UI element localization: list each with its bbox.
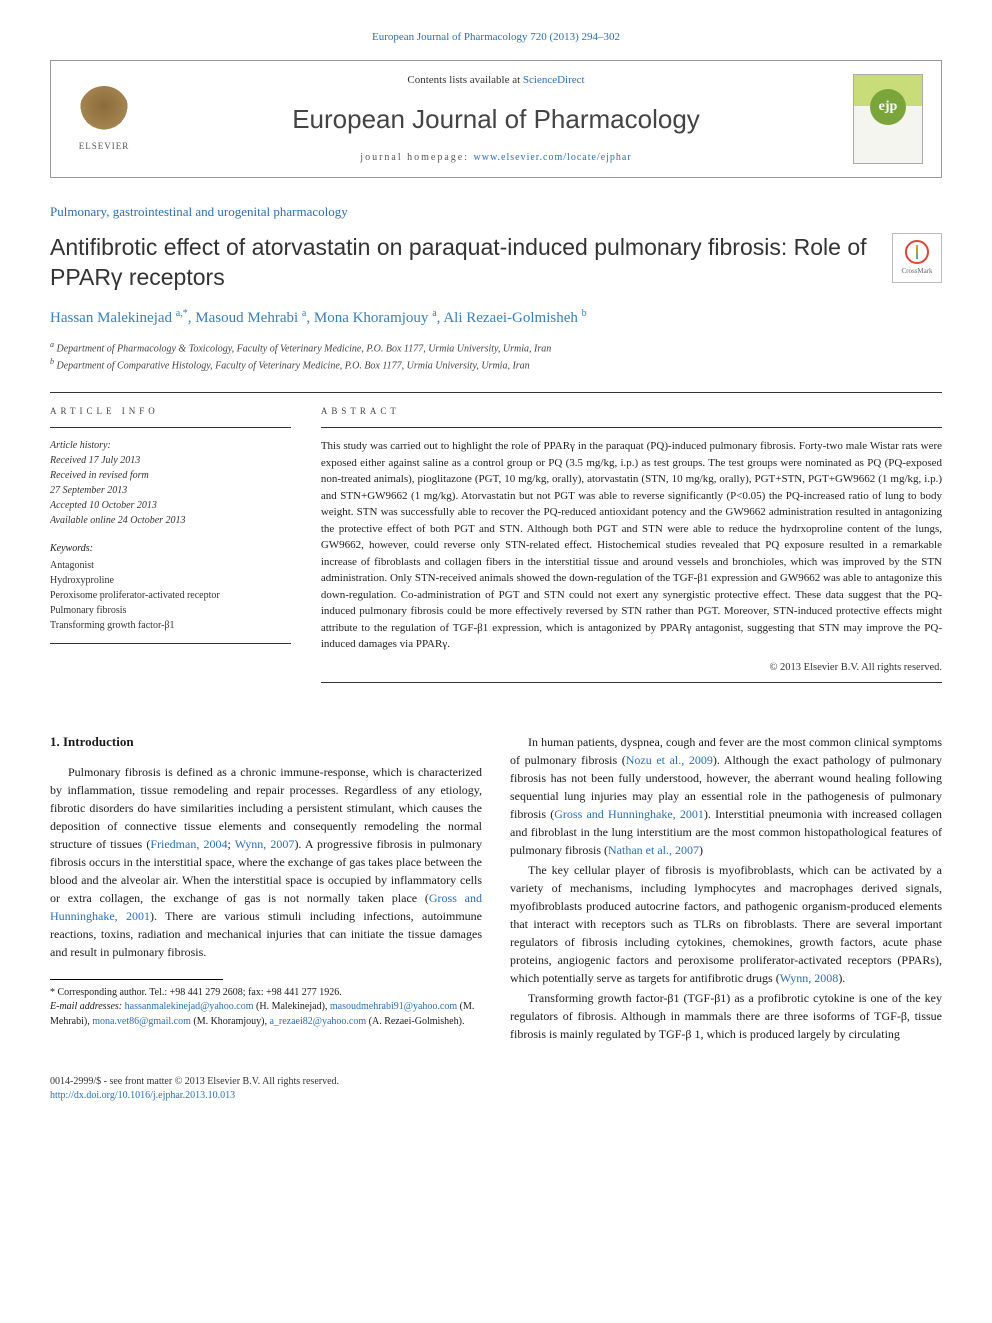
cite-friedman-2004[interactable]: Friedman, 2004 [150, 837, 227, 851]
elsevier-label: ELSEVIER [79, 140, 130, 153]
email-label: E-mail addresses: [50, 1001, 125, 1012]
rule-top [50, 392, 942, 393]
footnotes: * Corresponding author. Tel.: +98 441 27… [50, 986, 482, 1030]
cite-wynn-2007[interactable]: Wynn, 2007 [235, 837, 295, 851]
journal-cover-thumb: ejp [853, 74, 923, 164]
article-title: Antifibrotic effect of atorvastatin on p… [50, 233, 872, 293]
crossmark-label: CrossMark [901, 267, 932, 277]
elsevier-tree-icon [79, 86, 129, 136]
contents-prefix: Contents lists available at [407, 74, 522, 86]
keyword: Transforming growth factor-β1 [50, 618, 291, 633]
keyword: Pulmonary fibrosis [50, 603, 291, 618]
citation-header: European Journal of Pharmacology 720 (20… [50, 30, 942, 45]
article-history: Article history: Received 17 July 2013 R… [50, 438, 291, 528]
cover-text [886, 75, 890, 79]
history-received: Received 17 July 2013 [50, 453, 291, 468]
history-accepted: Accepted 10 October 2013 [50, 498, 291, 513]
history-label: Article history: [50, 438, 291, 453]
abstract-heading: ABSTRACT [321, 405, 942, 418]
cite-gross-2001b[interactable]: Gross and Hunninghake, 2001 [554, 807, 704, 821]
info-rule [50, 427, 291, 428]
keyword: Hydroxyproline [50, 573, 291, 588]
affiliation-a: a Department of Pharmacology & Toxicolog… [50, 339, 942, 356]
cover-circle-icon: ejp [870, 89, 906, 125]
keywords-list: Antagonist Hydroxyproline Peroxisome pro… [50, 558, 291, 633]
author-list: Hassan Malekinejad a,*, Masoud Mehrabi a… [50, 307, 942, 329]
journal-header-box: ELSEVIER Contents lists available at Sci… [50, 60, 942, 178]
crossmark-badge[interactable]: CrossMark [892, 233, 942, 283]
abstract-bottom-rule [321, 682, 942, 683]
footer-left: 0014-2999/$ - see front matter © 2013 El… [50, 1075, 339, 1103]
cite-nathan-2007[interactable]: Nathan et al., 2007 [608, 843, 699, 857]
intro-para-3: The key cellular player of fibrosis is m… [510, 861, 942, 987]
footer-bar: 0014-2999/$ - see front matter © 2013 El… [50, 1075, 942, 1103]
intro-heading: 1. Introduction [50, 733, 482, 751]
keyword: Peroxisome proliferator-activated recept… [50, 588, 291, 603]
affiliation-b: b Department of Comparative Histology, F… [50, 356, 942, 373]
article-info-heading: ARTICLE INFO [50, 405, 291, 418]
keyword: Antagonist [50, 558, 291, 573]
email-link[interactable]: mona.vet86@gmail.com [92, 1016, 191, 1027]
homepage-prefix: journal homepage: [360, 152, 473, 163]
corresponding-author: * Corresponding author. Tel.: +98 441 27… [50, 986, 482, 1001]
intro-para-1: Pulmonary fibrosis is defined as a chron… [50, 763, 482, 961]
homepage-line: journal homepage: www.elsevier.com/locat… [139, 151, 853, 165]
footnote-separator [50, 979, 223, 980]
crossmark-icon [905, 240, 929, 264]
journal-name: European Journal of Pharmacology [139, 101, 853, 137]
cite-wynn-2008[interactable]: Wynn, 2008 [780, 971, 839, 985]
abstract-text: This study was carried out to highlight … [321, 438, 942, 653]
email-link[interactable]: a_rezaei82@yahoo.com [269, 1016, 366, 1027]
abstract-rule [321, 427, 942, 428]
sciencedirect-link[interactable]: ScienceDirect [523, 74, 585, 86]
intro-para-2: In human patients, dyspnea, cough and fe… [510, 733, 942, 859]
issn-line: 0014-2999/$ - see front matter © 2013 El… [50, 1075, 339, 1089]
doi-link[interactable]: http://dx.doi.org/10.1016/j.ejphar.2013.… [50, 1090, 235, 1101]
cite-nozu-2009[interactable]: Nozu et al., 2009 [626, 753, 713, 767]
email-link[interactable]: hassanmalekinejad@yahoo.com [125, 1001, 254, 1012]
info-bottom-rule [50, 643, 291, 644]
affiliations: a Department of Pharmacology & Toxicolog… [50, 339, 942, 374]
keywords-label: Keywords: [50, 542, 291, 556]
history-online: Available online 24 October 2013 [50, 513, 291, 528]
copyright-line: © 2013 Elsevier B.V. All rights reserved… [321, 661, 942, 676]
intro-para-4: Transforming growth factor-β1 (TGF-β1) a… [510, 989, 942, 1043]
homepage-link[interactable]: www.elsevier.com/locate/ejphar [474, 152, 632, 163]
history-revised: Received in revised form 27 September 20… [50, 468, 291, 498]
elsevier-logo: ELSEVIER [69, 79, 139, 159]
article-section: Pulmonary, gastrointestinal and urogenit… [50, 203, 942, 221]
contents-line: Contents lists available at ScienceDirec… [139, 73, 853, 88]
email-link[interactable]: masoudmehrabi91@yahoo.com [330, 1001, 457, 1012]
email-addresses: E-mail addresses: hassanmalekinejad@yaho… [50, 1000, 482, 1029]
